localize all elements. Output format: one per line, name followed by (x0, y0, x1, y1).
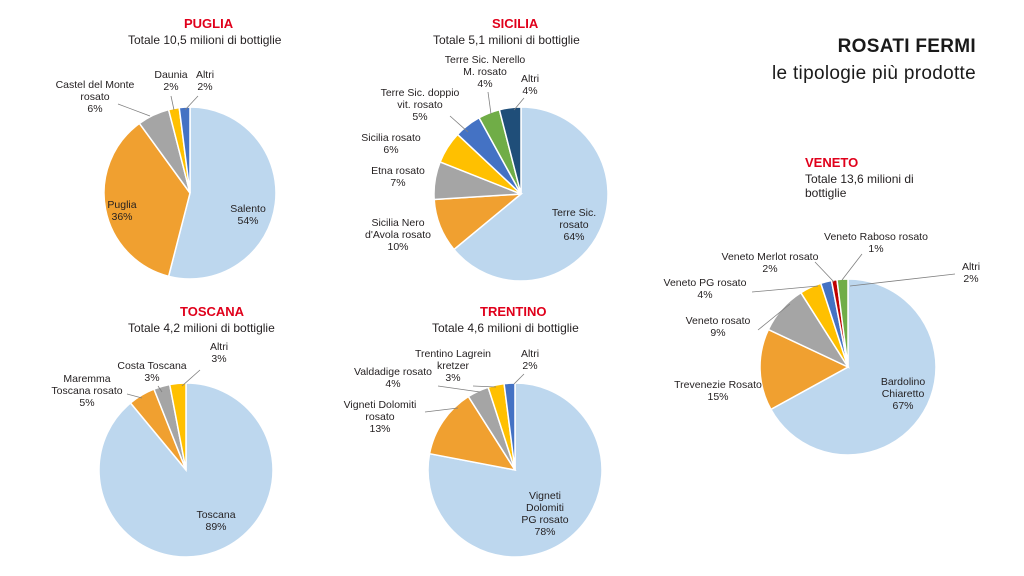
leader-line-toscana-2 (157, 385, 163, 393)
chart-title-toscana: TOSCANA (180, 304, 245, 319)
pie-slice-veneto-1 (759, 328, 850, 411)
slice-label-sicilia-1: Sicilia Nero d'Avola rosato 10% (365, 217, 431, 253)
pie-toscana: Toscana 89% Maremma Toscana rosato 5%Costa T… (51, 341, 274, 558)
slice-label-veneto-3: Veneto PG rosato 4% (664, 277, 747, 301)
main-title: ROSATI FERMI (837, 36, 976, 57)
slice-label-sicilia-6: Altri 4% (521, 73, 539, 97)
pie-slice-toscana-3 (168, 382, 187, 471)
pie-veneto: Bardolino Chiaretto 67% Trevenezie Rosato 15… (664, 231, 980, 456)
pie-slice-toscana-0 (98, 382, 274, 558)
slice-label-veneto-5: Veneto Raboso rosato 1% (824, 231, 928, 255)
leader-line-sicilia-6 (513, 97, 525, 111)
slice-label-toscana-2: Costa Toscana 3% (117, 360, 186, 384)
slice-label-trentino-2: Valdadige rosato 4% (354, 366, 432, 390)
chart-title-veneto: VENETO (805, 155, 859, 170)
pie-trentino: Vigneti Dolomiti PG rosato 78% Vigneti Dolom… (344, 348, 603, 558)
slice-label-toscana-0: Toscana 89% (196, 509, 235, 533)
slice-label-sicilia-4: Terre Sic. doppio vit. rosato 5% (381, 87, 460, 123)
leader-line-puglia-3 (170, 95, 175, 111)
pie-slice-sicilia-6 (498, 106, 522, 195)
slice-label-veneto-4: Veneto Merlot rosato 2% (722, 251, 819, 275)
leader-line-puglia-2 (117, 103, 151, 117)
pie-slice-puglia-0 (167, 106, 277, 280)
chart-subtitle-sicilia: Totale 5,1 milioni di bottiglie (433, 33, 580, 47)
leader-line-puglia-4 (184, 95, 199, 111)
leader-line-veneto-5 (841, 253, 863, 281)
slice-label-trentino-3: Trentino Lagrein kretzer 3% (415, 348, 491, 384)
slice-label-sicilia-2: Etna rosato 7% (371, 165, 425, 189)
leader-line-toscana-3 (181, 369, 201, 387)
slice-label-puglia-0: Salento 54% (230, 203, 266, 227)
main-subtitle: le tipologie più prodotte (772, 63, 976, 84)
leader-line-trentino-2 (437, 385, 481, 393)
slice-label-puglia-3: Daunia 2% (154, 69, 187, 93)
chart-subtitle-puglia: Totale 10,5 milioni di bottiglie (128, 33, 282, 47)
leader-line-toscana-1 (126, 393, 143, 399)
slice-label-trentino-1: Vigneti Dolomiti rosato 13% (344, 399, 417, 435)
pie-sicilia: Terre Sic. rosato 64% Sicilia Nero d'Avola r… (361, 54, 609, 282)
leader-line-sicilia-4 (449, 115, 469, 133)
slice-label-trentino-0: Vigneti Dolomiti PG rosato 78% (521, 490, 568, 538)
pie-slice-trentino-0 (427, 382, 603, 558)
pie-slice-veneto-0 (769, 278, 937, 456)
slice-label-puglia-2: Castel del Monte rosato 6% (56, 79, 135, 115)
leader-line-trentino-1 (424, 407, 459, 413)
slice-label-veneto-1: Trevenezie Rosato 15% (674, 379, 762, 403)
chart-title-trentino: TRENTINO (480, 304, 547, 319)
chart-subtitle-veneto: Totale 13,6 milioni di bottiglie (805, 172, 914, 200)
slice-label-sicilia-0: Terre Sic. rosato 64% (552, 207, 596, 243)
slice-label-sicilia-5: Terre Sic. Nerello M. rosato 4% (445, 54, 526, 90)
pie-slice-trentino-1 (428, 395, 517, 472)
slice-label-puglia-4: Altri 2% (196, 69, 214, 93)
leader-line-veneto-2 (757, 303, 791, 331)
leader-line-veneto-3 (751, 285, 819, 293)
slice-label-toscana-3: Altri 3% (210, 341, 228, 365)
slice-label-puglia-1: Puglia 36% (107, 199, 136, 223)
slice-label-veneto-0: Bardolino Chiaretto 67% (881, 376, 926, 412)
leader-line-sicilia-5 (487, 91, 492, 115)
slice-label-sicilia-3: Sicilia rosato 6% (361, 132, 421, 156)
chart-title-sicilia: SICILIA (492, 16, 539, 31)
slice-label-veneto-6: Altri 2% (962, 261, 980, 285)
chart-subtitle-toscana: Totale 4,2 milioni di bottiglie (128, 321, 275, 335)
pie-slice-sicilia-0 (452, 106, 609, 282)
leader-line-trentino-3 (472, 385, 497, 388)
pie-puglia: Salento 54% Puglia 36% Castel del Monte rosat… (56, 69, 277, 280)
leader-line-veneto-4 (814, 261, 835, 283)
leader-line-veneto-6 (849, 273, 956, 287)
slice-label-trentino-4: Altri 2% (521, 348, 539, 372)
leader-line-trentino-4 (513, 373, 525, 385)
slice-label-toscana-1: Maremma Toscana rosato 5% (51, 373, 122, 409)
pie-slice-puglia-4 (178, 106, 191, 194)
chart-title-puglia: PUGLIA (184, 16, 234, 31)
pie-slice-puglia-1 (103, 122, 191, 278)
slice-label-veneto-2: Veneto rosato 9% (686, 315, 751, 339)
chart-subtitle-trentino: Totale 4,6 milioni di bottiglie (432, 321, 579, 335)
